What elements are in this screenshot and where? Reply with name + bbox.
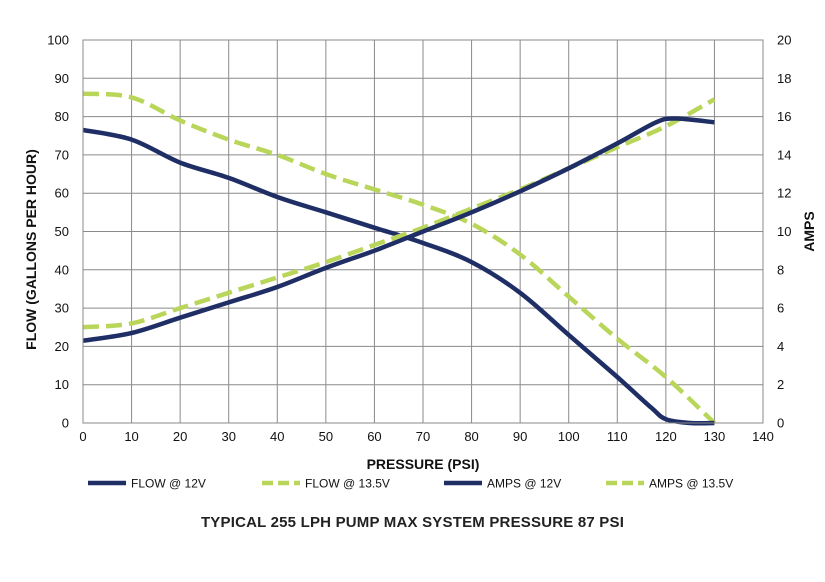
y2-tick-label: 12 (777, 186, 791, 201)
y-tick-label: 80 (55, 109, 69, 124)
y-tick-label: 30 (55, 301, 69, 316)
chart-caption: TYPICAL 255 LPH PUMP MAX SYSTEM PRESSURE… (200, 514, 625, 531)
x-tick-label: 20 (173, 429, 187, 444)
y-tick-label: 70 (55, 147, 69, 162)
y-tick-label: 50 (55, 224, 69, 239)
y-tick-label: 10 (55, 377, 69, 392)
series-lines (82, 91, 716, 426)
x-tick-label: 140 (752, 429, 774, 444)
y2-tick-label: 4 (777, 339, 784, 354)
x-tick-label: 80 (464, 429, 478, 444)
y2-tick-label: 10 (777, 224, 791, 239)
series-line-amps-13-5v (82, 97, 716, 330)
grid-lines (82, 39, 764, 424)
x-tick-labels: 0 10 20 30 40 50 60 70 80 90 100 110 120 130 140 (79, 429, 773, 444)
y-axis-title: FLOW (GALLONS PER HOUR) (23, 149, 39, 350)
x-tick-label: 30 (221, 429, 235, 444)
y2-tick-label: 14 (777, 147, 791, 162)
y-tick-labels: 0 10 20 30 40 50 60 70 80 90 100 (47, 33, 69, 431)
y-tick-label: 60 (55, 186, 69, 201)
x-tick-label: 130 (704, 429, 726, 444)
y-tick-label: 20 (55, 339, 69, 354)
y-tick-label: 40 (55, 262, 69, 277)
y2-tick-label: 6 (777, 301, 784, 316)
plot-frame (82, 39, 764, 424)
x-tick-label: 10 (124, 429, 138, 444)
series-line-flow-12v (82, 127, 715, 426)
y2-tick-label: 2 (777, 377, 784, 392)
x-tick-label: 90 (513, 429, 527, 444)
x-tick-label: 50 (319, 429, 333, 444)
y-tick-label: 90 (55, 71, 69, 86)
pump-performance-chart: 0 10 20 30 40 50 60 70 80 90 100 110 120 130 140 01020… (23, 33, 817, 491)
y2-tick-label: 8 (777, 262, 784, 277)
legend-label-flow-13-5v: FLOW @ 13.5V (305, 477, 390, 491)
x-tick-label: 60 (367, 429, 381, 444)
legend-label-amps-12v: AMPS @ 12V (487, 477, 561, 491)
y2-tick-labels: 0 2 4 6 8 10 12 14 16 18 20 (777, 33, 791, 431)
x-tick-label: 110 (607, 429, 628, 444)
y2-tick-label: 18 (777, 71, 791, 86)
legend-label-flow-12v: FLOW @ 12V (131, 477, 206, 491)
x-axis-title: PRESSURE (PSI) (367, 456, 480, 472)
legend-label-amps-13-5v: AMPS @ 13.5V (649, 477, 733, 491)
y2-tick-label: 16 (777, 109, 791, 124)
y2-tick-label: 20 (777, 33, 791, 48)
legend: FLOW @ 12V FLOW @ 13.5V AMPS @ 12V AMPS @ 1… (88, 477, 733, 491)
x-tick-label: 40 (270, 429, 284, 444)
y2-tick-label: 0 (777, 416, 784, 431)
x-tick-label: 70 (416, 429, 430, 444)
x-tick-label: 100 (558, 429, 580, 444)
y2-axis-title: AMPS (801, 211, 817, 251)
x-tick-label: 0 (79, 429, 86, 444)
y-tick-label: 0 (62, 416, 69, 431)
series-line-amps-12v (82, 116, 715, 343)
x-tick-label: 120 (655, 429, 677, 444)
y-tick-label: 100 (47, 33, 69, 48)
